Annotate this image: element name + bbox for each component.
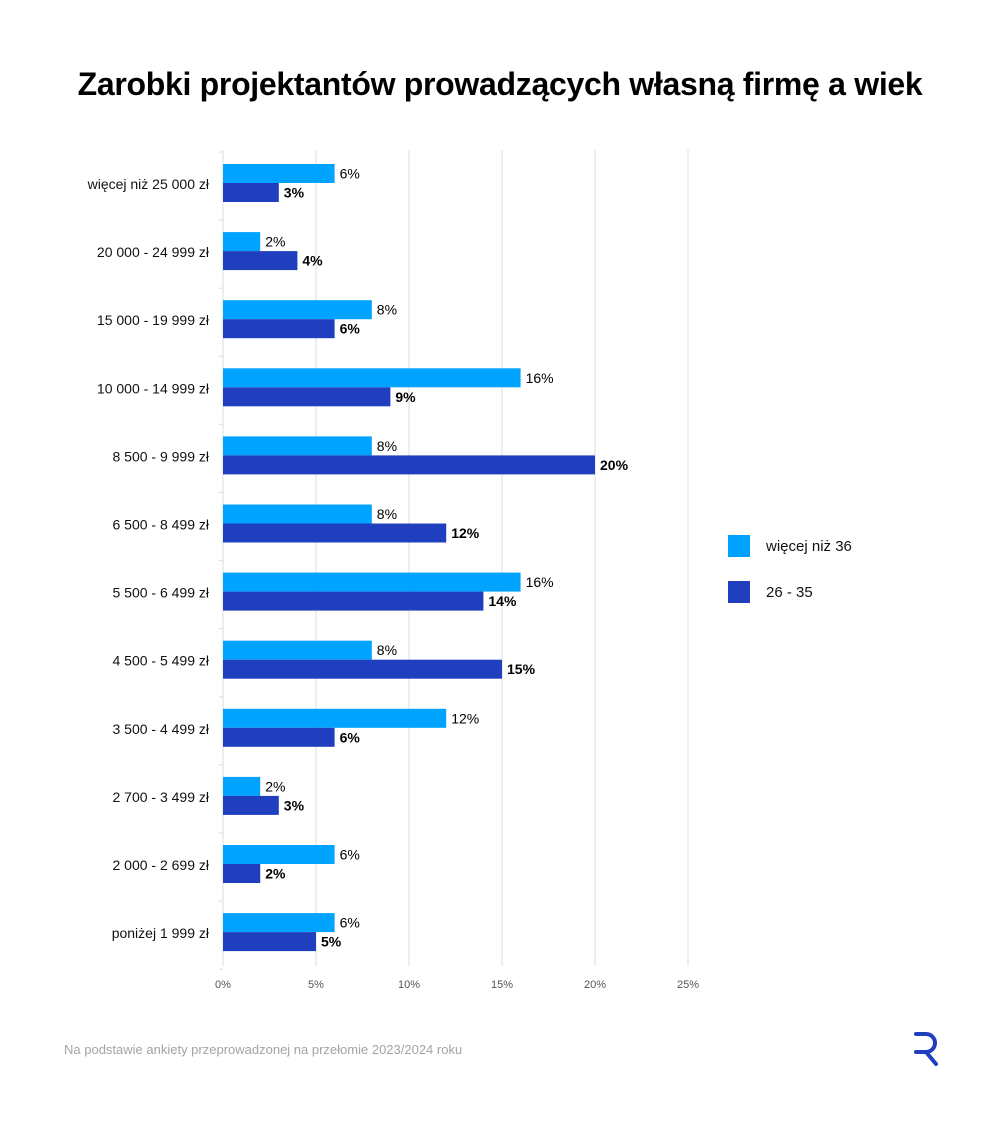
category-label: 2 700 - 3 499 zł — [112, 789, 209, 805]
data-label: 6% — [340, 847, 360, 863]
bar — [223, 455, 595, 475]
category-label: 3 500 - 4 499 zł — [112, 721, 209, 737]
data-label: 8% — [377, 438, 397, 454]
data-label: 4% — [302, 253, 323, 269]
bar — [223, 659, 502, 679]
source-footnote: Na podstawie ankiety przeprowadzonej na … — [64, 1042, 463, 1057]
data-label: 16% — [526, 370, 554, 386]
bar — [223, 523, 447, 543]
x-tick-label: 15% — [491, 979, 513, 991]
data-label: 14% — [488, 593, 517, 609]
bar — [223, 776, 261, 796]
chart-title: Zarobki projektantów prowadzących własną… — [77, 66, 923, 102]
data-label: 2% — [265, 234, 285, 250]
category-label: poniżej 1 999 zł — [112, 925, 210, 941]
data-label: 6% — [340, 166, 360, 182]
bar — [223, 913, 335, 933]
data-label: 6% — [340, 915, 360, 931]
bar — [223, 319, 335, 339]
brand-logo — [914, 1032, 938, 1066]
data-label: 12% — [451, 525, 480, 541]
bar — [223, 387, 391, 407]
data-label: 6% — [340, 321, 361, 337]
data-label: 9% — [395, 389, 416, 405]
x-tick-label: 0% — [215, 979, 231, 991]
category-label: więcej niż 25 000 zł — [87, 176, 210, 192]
bar — [223, 183, 279, 202]
bar — [223, 504, 372, 524]
bar — [223, 300, 372, 320]
data-label: 15% — [507, 661, 536, 677]
category-label: 15 000 - 19 999 zł — [97, 312, 210, 328]
category-label: 5 500 - 6 499 zł — [112, 585, 209, 601]
data-label: 2% — [265, 778, 285, 794]
bar — [223, 932, 316, 952]
legend-label: 26 - 35 — [766, 584, 813, 601]
data-label: 12% — [451, 710, 479, 726]
bar — [223, 591, 484, 611]
category-label: 20 000 - 24 999 zł — [97, 244, 210, 260]
data-label: 8% — [377, 506, 397, 522]
bar — [223, 164, 335, 183]
x-tick-label: 10% — [398, 979, 420, 991]
category-label: 10 000 - 14 999 zł — [97, 380, 210, 396]
data-label: 3% — [284, 185, 305, 201]
bar — [223, 368, 521, 388]
data-label: 2% — [265, 866, 286, 882]
x-tick-label: 5% — [308, 979, 324, 991]
bar — [223, 572, 521, 592]
bar — [223, 251, 298, 271]
category-label: 6 500 - 8 499 zł — [112, 517, 209, 533]
bar-chart: 0% 5% 10% 15% 20% 25% więcej niż 25 000 zł 6% 3%… — [87, 150, 852, 991]
bar — [223, 708, 447, 728]
bar — [223, 640, 372, 660]
data-label: 16% — [526, 574, 554, 590]
x-tick-label: 25% — [677, 979, 699, 991]
legend-swatch — [728, 535, 750, 557]
category-label: 4 500 - 5 499 zł — [112, 653, 209, 669]
bar — [223, 232, 261, 252]
x-tick-label: 20% — [584, 979, 606, 991]
bar — [223, 864, 261, 883]
bar — [223, 795, 279, 815]
legend-swatch — [728, 581, 750, 603]
data-label: 5% — [321, 934, 342, 950]
data-label: 20% — [600, 457, 629, 473]
data-label: 8% — [377, 642, 397, 658]
data-label: 6% — [340, 729, 361, 745]
bar — [223, 436, 372, 456]
bar — [223, 727, 335, 747]
bar — [223, 845, 335, 864]
category-label: 2 000 - 2 699 zł — [112, 857, 209, 873]
legend-label: więcej niż 36 — [765, 538, 852, 555]
category-label: 8 500 - 9 999 zł — [112, 448, 209, 464]
data-label: 8% — [377, 302, 397, 318]
data-label: 3% — [284, 797, 305, 813]
